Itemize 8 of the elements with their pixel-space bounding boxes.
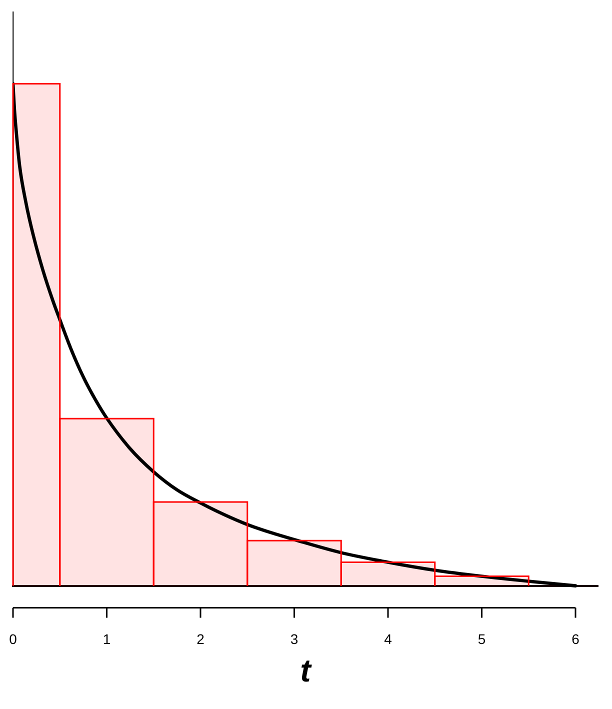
x-tick-label: 1	[102, 631, 111, 648]
x-tick-label: 3	[290, 631, 298, 648]
x-axis-title: t	[300, 652, 312, 689]
x-tick-label: 5	[478, 631, 486, 648]
x-tick-label: 4	[384, 631, 392, 648]
x-tick-label: 0	[9, 631, 18, 648]
x-tick-label: 2	[196, 631, 205, 648]
x-tick-label: 6	[572, 631, 580, 648]
